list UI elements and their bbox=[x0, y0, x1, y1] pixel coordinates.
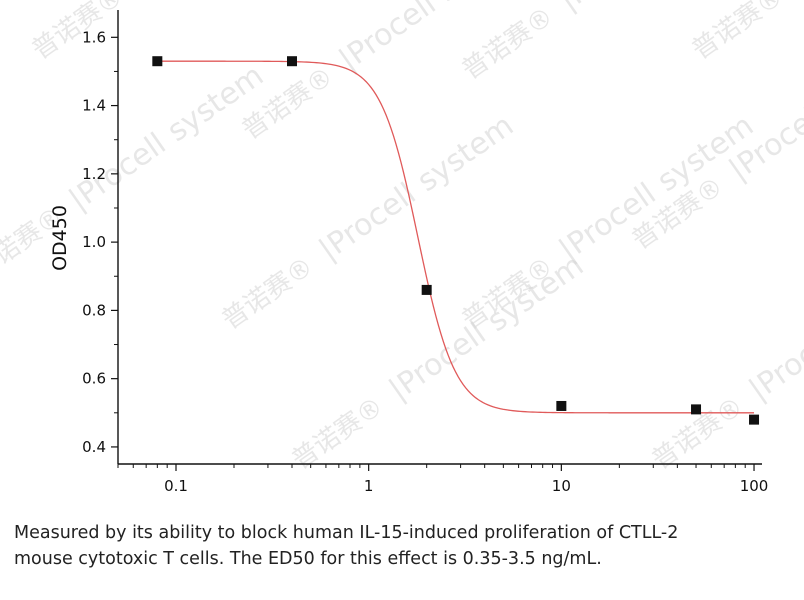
watermark-layer: 普诺赛®|Procellsystem普诺赛®|Procellsystem普诺赛®… bbox=[0, 0, 804, 476]
y-tick-label: 0.6 bbox=[82, 370, 106, 388]
watermark-brand: |Procell bbox=[333, 0, 443, 78]
x-tick-label: 100 bbox=[740, 477, 769, 495]
watermark-cn: 普诺赛® bbox=[687, 0, 789, 66]
caption-line-2: mouse cytotoxic T cells. The ED50 for th… bbox=[14, 549, 602, 569]
data-points bbox=[152, 56, 760, 425]
watermark-cn: 普诺赛® bbox=[647, 391, 749, 475]
x-tick-label: 10 bbox=[552, 477, 571, 495]
data-point bbox=[421, 284, 432, 295]
data-point bbox=[287, 56, 298, 67]
chart: 普诺赛®|Procellsystem普诺赛®|Procellsystem普诺赛®… bbox=[0, 0, 804, 495]
data-point bbox=[749, 414, 760, 425]
x-tick-label: 0.1 bbox=[164, 477, 188, 495]
watermark-brand-small: system bbox=[431, 0, 540, 9]
watermark-brand: |Procell bbox=[553, 0, 663, 18]
y-tick-label: 1.6 bbox=[82, 28, 106, 46]
watermark-cn: 普诺赛® bbox=[457, 1, 559, 85]
x-tick-label: 1 bbox=[364, 477, 374, 495]
y-tick-label: 0.4 bbox=[82, 438, 106, 456]
caption: Measured by its ability to block human I… bbox=[14, 520, 798, 572]
axes: 0.4 0.6 0.8 1.0 1.2 1.4 1.6 0.1 1 10 100 bbox=[82, 10, 768, 495]
data-point bbox=[556, 400, 567, 411]
caption-line-1: Measured by its ability to block human I… bbox=[14, 523, 679, 543]
watermark-brand: |Procell bbox=[743, 316, 804, 407]
y-tick-label: 1.2 bbox=[82, 165, 106, 183]
fit-curve bbox=[157, 60, 755, 414]
watermark-cn: 普诺赛® bbox=[27, 0, 129, 66]
y-tick-label: 1.0 bbox=[82, 233, 106, 251]
watermark-cn: 普诺赛® bbox=[287, 391, 389, 475]
watermark-brand: |Procell bbox=[383, 316, 493, 407]
data-point bbox=[152, 56, 163, 67]
watermark-brand-small: system bbox=[411, 108, 520, 199]
watermark-cn: 普诺赛® bbox=[217, 251, 319, 335]
watermark-brand: |Procell bbox=[313, 176, 423, 267]
data-point bbox=[691, 404, 702, 415]
y-tick-label: 1.4 bbox=[82, 97, 106, 115]
y-axis-label: OD450 bbox=[49, 205, 71, 271]
y-tick-label: 0.8 bbox=[82, 301, 106, 319]
